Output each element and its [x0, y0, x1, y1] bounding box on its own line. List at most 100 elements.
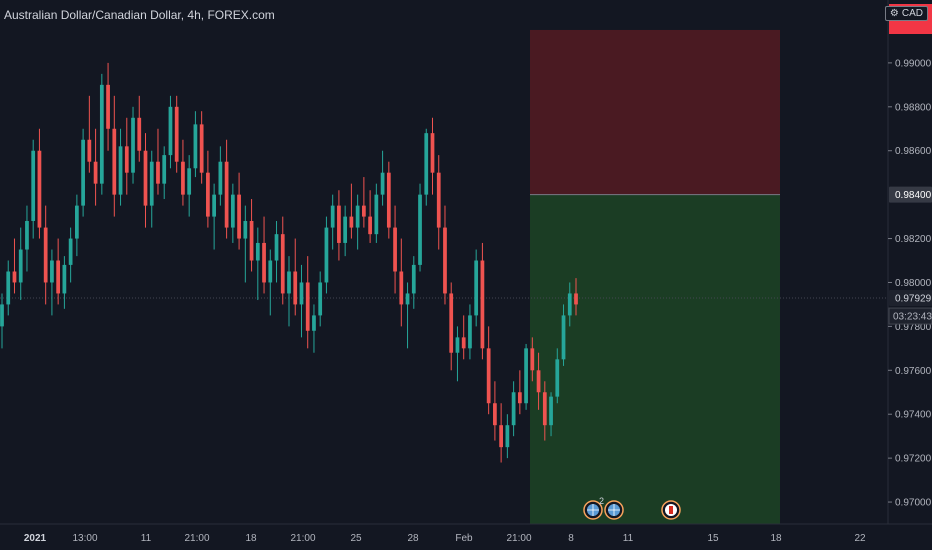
- globe-icon[interactable]: [604, 500, 624, 520]
- candle: [318, 271, 323, 327]
- candles-layer: [0, 62, 578, 463]
- candle: [262, 216, 266, 294]
- candle: [368, 190, 372, 243]
- candle: [87, 95, 92, 173]
- candle-body: [511, 392, 516, 426]
- currency-label: CAD: [901, 8, 923, 19]
- price-tick-label: 0.98800: [895, 102, 932, 113]
- price-tick-label: 0.98000: [895, 278, 932, 289]
- candle-body: [486, 348, 491, 404]
- candle: [374, 183, 379, 243]
- candle-body: [493, 403, 497, 426]
- candle-body: [549, 396, 553, 426]
- gear-icon: ⚙: [889, 8, 899, 19]
- time-tick-label: 21:00: [506, 533, 531, 544]
- candle: [349, 183, 354, 239]
- candle: [405, 282, 410, 349]
- time-tick-label: 11: [141, 533, 152, 544]
- candle: [206, 150, 210, 228]
- chart-title: Australian Dollar/Canadian Dollar, 4h, F…: [4, 8, 275, 22]
- candle-body: [468, 315, 472, 349]
- candle: [461, 315, 466, 360]
- candle: [99, 73, 104, 195]
- candle-body: [230, 194, 235, 228]
- time-tick-label: 28: [407, 533, 419, 544]
- candle-body: [268, 260, 273, 283]
- candle-body: [43, 227, 48, 283]
- candle-body: [499, 425, 504, 448]
- candle: [50, 249, 54, 316]
- candle-body: [137, 117, 142, 151]
- price-tick-label: 0.97400: [895, 410, 932, 421]
- price-tick-label: 0.99000: [895, 58, 932, 69]
- candle: [31, 139, 36, 239]
- candle: [112, 95, 117, 217]
- time-tick-label: 22: [854, 533, 866, 544]
- countdown-label: 03:23:43: [893, 312, 932, 323]
- time-tick-label: 18: [770, 533, 782, 544]
- candle-body: [474, 260, 479, 316]
- stop-loss-zone[interactable]: [530, 29, 780, 195]
- price-tick-label: 0.97800: [895, 322, 932, 333]
- candle-body: [343, 216, 348, 243]
- price-axis[interactable]: 0.99000 0.98800 0.98600 0.98200 0.98000 0.978…: [888, 58, 932, 509]
- candle-body: [480, 260, 485, 349]
- candle: [337, 190, 341, 261]
- candle-body: [361, 205, 366, 217]
- candle-body: [324, 227, 329, 283]
- candle: [274, 220, 279, 283]
- candle-body: [224, 161, 229, 228]
- candle: [168, 95, 173, 169]
- candle-body: [424, 133, 429, 195]
- candle: [0, 293, 4, 349]
- candle-body: [561, 315, 566, 360]
- candle: [237, 172, 241, 250]
- candle-body: [206, 172, 210, 217]
- candle-body: [293, 271, 298, 305]
- time-tick-label: 21:00: [184, 533, 209, 544]
- candle-body: [430, 133, 435, 173]
- candle-body: [405, 293, 410, 305]
- candle-body: [99, 84, 104, 184]
- candle: [393, 205, 397, 294]
- candle-body: [524, 348, 528, 404]
- candle-body: [574, 293, 578, 305]
- candle: [81, 128, 85, 217]
- candle: [43, 205, 48, 305]
- candle: [380, 150, 385, 206]
- candle: [561, 304, 566, 366]
- take-profit-zone[interactable]: [530, 194, 780, 524]
- candle-body: [212, 194, 217, 217]
- candle-body: [143, 150, 148, 206]
- candle-body: [18, 249, 23, 283]
- canada-flag-icon[interactable]: [661, 500, 681, 520]
- flag-leaf: [669, 506, 673, 514]
- candle: [530, 337, 535, 382]
- currency-badge[interactable]: ⚙ CAD: [884, 6, 928, 21]
- candle: [455, 326, 460, 382]
- candle: [424, 128, 429, 206]
- candle-body: [187, 168, 192, 195]
- candle: [6, 260, 11, 316]
- candle: [18, 227, 23, 301]
- events-layer[interactable]: 2: [583, 496, 681, 520]
- time-axis[interactable]: 2021 13:00 11 21:00 18 21:00 25 28 Feb 21:00 8 11 15…: [24, 533, 866, 544]
- candle: [486, 326, 491, 415]
- candle: [549, 392, 553, 437]
- candle: [443, 205, 447, 305]
- candle-body: [149, 161, 154, 206]
- candle: [68, 227, 73, 283]
- globe-icon[interactable]: 2: [583, 496, 604, 520]
- candle: [299, 264, 304, 338]
- candle-body: [368, 216, 372, 235]
- candle: [324, 216, 329, 294]
- candle-body: [443, 227, 447, 294]
- time-tick-label: 2021: [24, 533, 47, 544]
- candle: [386, 161, 391, 239]
- candle: [74, 194, 79, 257]
- candle-body: [337, 205, 341, 243]
- candle: [37, 128, 42, 239]
- position-zones[interactable]: [0, 29, 888, 524]
